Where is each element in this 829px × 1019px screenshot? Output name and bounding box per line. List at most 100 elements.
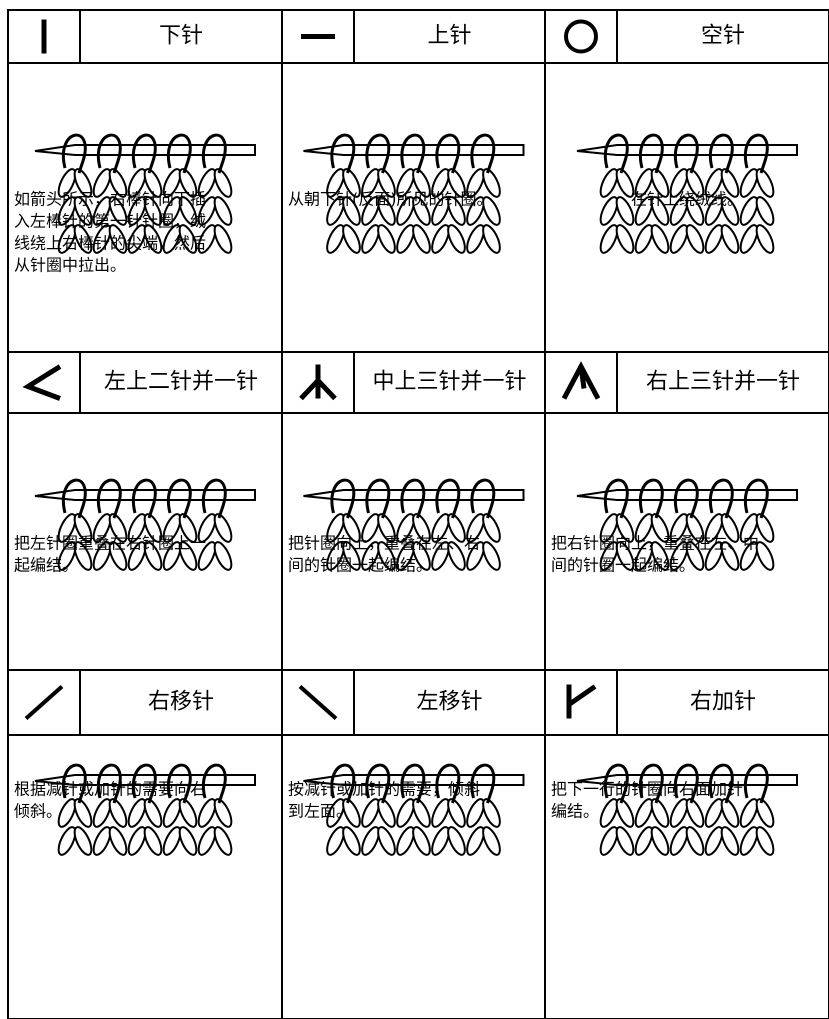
stitch (685, 196, 705, 226)
stitch (704, 168, 724, 198)
loop (131, 133, 157, 174)
loop (743, 763, 769, 804)
loop (365, 133, 391, 174)
stitch (739, 224, 759, 254)
stitch (650, 196, 670, 226)
stitch (342, 513, 361, 543)
needle (34, 144, 256, 156)
stitch (92, 168, 112, 198)
stitch (213, 798, 233, 828)
cell-description: 如箭头所示，右棒针向下插 (14, 190, 206, 209)
loop (708, 133, 734, 174)
loop (673, 133, 699, 174)
stitch (447, 224, 466, 254)
loop (400, 478, 426, 519)
cell-border (7, 351, 283, 671)
stitch (720, 798, 740, 828)
illustration (303, 133, 525, 254)
stitch (361, 826, 380, 856)
stitch (377, 513, 396, 543)
stitch (108, 168, 128, 198)
stitch (466, 168, 485, 198)
symbol (566, 684, 597, 719)
stitch (143, 541, 163, 571)
stitch (447, 826, 466, 856)
stitch (599, 513, 619, 543)
stitch (669, 826, 689, 856)
stitch (650, 798, 670, 828)
cell-description: 入左棒针的第一针针圈，绒 (14, 212, 206, 231)
stitch (482, 541, 501, 571)
stitch (634, 826, 654, 856)
stitch (162, 196, 182, 226)
symbol (564, 19, 598, 54)
stitch (57, 168, 77, 198)
stitch (361, 168, 380, 198)
stitch (720, 541, 740, 571)
stitch (326, 798, 345, 828)
stitch (720, 826, 740, 856)
stitch (213, 168, 233, 198)
cell-description: 按减针或加针的需要，倾斜 (288, 780, 480, 799)
stitch (431, 196, 450, 226)
loop (603, 763, 629, 804)
stitch (412, 196, 431, 226)
stitch (431, 224, 450, 254)
stitch (73, 196, 93, 226)
loop (61, 763, 87, 804)
stitch (197, 513, 217, 543)
needle (34, 774, 256, 786)
stitch (720, 513, 740, 543)
cell-title: 中上三针并一针 (372, 370, 526, 395)
needle (303, 144, 525, 156)
loop (330, 133, 356, 174)
cell-description: 编结。 (551, 802, 599, 821)
stitch (57, 224, 77, 254)
stitch (412, 168, 431, 198)
needle (303, 489, 525, 501)
stitch (377, 541, 396, 571)
stitch (396, 196, 415, 226)
cell-title: 上针 (427, 24, 471, 49)
stitch (634, 224, 654, 254)
stitch (739, 196, 759, 226)
stitch (57, 513, 77, 543)
stitch (634, 798, 654, 828)
stitch (704, 513, 724, 543)
stitch (57, 798, 77, 828)
stitch (685, 513, 705, 543)
stitch (739, 798, 759, 828)
stitch (197, 196, 217, 226)
stitch (482, 798, 501, 828)
stitch (755, 168, 775, 198)
stitch (197, 168, 217, 198)
stitch (213, 196, 233, 226)
stitch (326, 224, 345, 254)
stitch (178, 798, 198, 828)
stitch (342, 826, 361, 856)
loop (470, 478, 496, 519)
cell-description: 倾斜。 (14, 802, 62, 821)
symbol (24, 685, 64, 720)
cell-border (7, 669, 283, 1019)
stitch (447, 541, 466, 571)
stitch (396, 798, 415, 828)
stitch (669, 168, 689, 198)
stitch (739, 513, 759, 543)
stitch (127, 196, 147, 226)
stitch (650, 541, 670, 571)
cell-title: 右移针 (148, 690, 214, 715)
stitch (73, 224, 93, 254)
stitch (431, 798, 450, 828)
stitch (92, 224, 112, 254)
cell-border (544, 669, 829, 1019)
symbol (561, 361, 601, 400)
cell-description: 到左面。 (288, 802, 352, 821)
cell-description: 根据减针或加针的需要向右 (14, 780, 206, 799)
stitch (755, 798, 775, 828)
stitch (127, 224, 147, 254)
loop (166, 133, 192, 174)
stitch (615, 196, 635, 226)
stitch (482, 196, 501, 226)
stitch (431, 826, 450, 856)
